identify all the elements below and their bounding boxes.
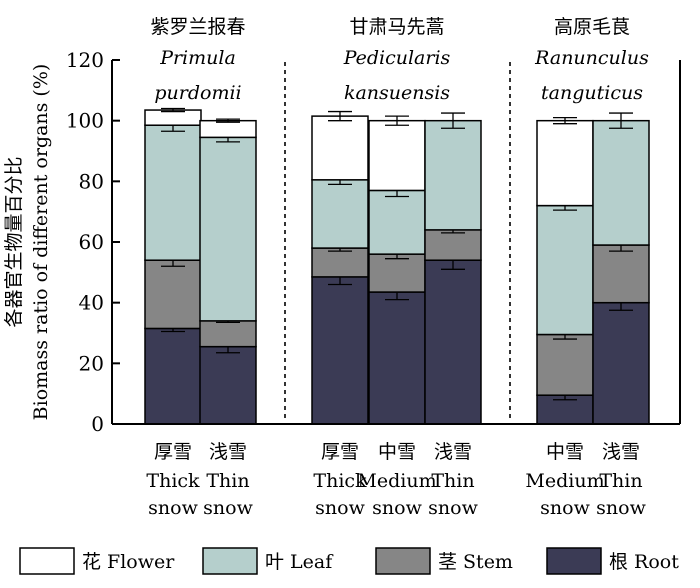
category-label-cn: 浅雪 bbox=[602, 441, 640, 463]
bar-segment-stem bbox=[200, 321, 256, 347]
legend: 花 Flower 叶 Leaf 茎 Stem 根 Root bbox=[20, 548, 679, 574]
y-tick-label: 40 bbox=[79, 291, 104, 315]
bar-segment-root bbox=[145, 328, 201, 424]
category-label-cn: 中雪 bbox=[546, 441, 584, 463]
bar-segment-root bbox=[312, 277, 368, 424]
bar-segment-stem bbox=[593, 245, 649, 303]
y-tick-label: 100 bbox=[66, 109, 104, 133]
legend-label-stem: 茎 Stem bbox=[438, 551, 513, 573]
category-label-en: Thick bbox=[146, 470, 200, 492]
y-axis-title-cn: 各器官生物量百分比 bbox=[3, 156, 25, 327]
legend-swatch-root bbox=[547, 548, 601, 574]
bar-segment-leaf bbox=[369, 190, 425, 254]
category-label-en: Medium bbox=[525, 470, 604, 492]
legend-label-root: 根 Root bbox=[609, 551, 679, 573]
category-label-en: Thin bbox=[431, 470, 474, 492]
category-label-en: Thin bbox=[206, 470, 249, 492]
bar-segment-root bbox=[425, 260, 481, 424]
legend-swatch-stem bbox=[376, 548, 430, 574]
bar-segment-leaf bbox=[537, 206, 593, 335]
bar-segment-flower bbox=[369, 121, 425, 191]
legend-label-flower: 花 Flower bbox=[82, 551, 175, 573]
category-label-en: Thin bbox=[599, 470, 642, 492]
species-name-cn: 紫罗兰报春 bbox=[150, 16, 245, 38]
bar-segment-stem bbox=[312, 248, 368, 277]
bar-segment-root bbox=[369, 292, 425, 424]
bar-segment-leaf bbox=[425, 121, 481, 230]
bar-segment-stem bbox=[369, 254, 425, 292]
category-label-snow: snow bbox=[540, 497, 590, 519]
category-label-cn: 厚雪 bbox=[154, 441, 192, 463]
bars-layer bbox=[145, 109, 649, 424]
bar-segment-flower bbox=[537, 121, 593, 206]
biomass-chart: 厚雪Thicksnow浅雪Thinsnow紫罗兰报春Primulapurdomi… bbox=[0, 0, 700, 588]
bar-segment-flower bbox=[312, 116, 368, 180]
species-name-latin: kansuensis bbox=[344, 82, 450, 104]
category-label-snow: snow bbox=[372, 497, 422, 519]
species-name-cn: 甘肃马先蒿 bbox=[349, 16, 444, 38]
species-name-latin: tanguticus bbox=[541, 82, 643, 104]
y-axis-title-en: Biomass ratio of different organs (%) bbox=[30, 64, 52, 421]
bar-segment-root bbox=[200, 347, 256, 424]
bar-segment-flower bbox=[200, 121, 256, 138]
bar-segment-stem bbox=[425, 230, 481, 260]
species-name-latin: purdomii bbox=[154, 82, 241, 104]
category-label-snow: snow bbox=[315, 497, 365, 519]
species-name-latin: Primula bbox=[159, 47, 236, 69]
bar-segment-leaf bbox=[145, 125, 201, 260]
bar-segment-leaf bbox=[200, 137, 256, 321]
legend-swatch-leaf bbox=[203, 548, 257, 574]
y-tick-label: 20 bbox=[79, 351, 104, 375]
category-label-snow: snow bbox=[428, 497, 478, 519]
category-label-snow: snow bbox=[203, 497, 253, 519]
category-label-snow: snow bbox=[148, 497, 198, 519]
y-tick-label: 60 bbox=[79, 230, 104, 254]
category-label-cn: 浅雪 bbox=[209, 441, 247, 463]
legend-label-leaf: 叶 Leaf bbox=[265, 551, 334, 573]
y-tick-label: 0 bbox=[91, 412, 104, 436]
category-label-cn: 浅雪 bbox=[434, 441, 472, 463]
category-label-en: Medium bbox=[357, 470, 436, 492]
species-name-cn: 高原毛茛 bbox=[554, 16, 630, 38]
category-label-cn: 厚雪 bbox=[321, 441, 359, 463]
category-label-snow: snow bbox=[596, 497, 646, 519]
category-label-cn: 中雪 bbox=[378, 441, 416, 463]
bar-segment-leaf bbox=[593, 121, 649, 245]
y-tick-label: 120 bbox=[66, 48, 104, 72]
bar-segment-stem bbox=[145, 260, 201, 328]
species-name-latin: Pedicularis bbox=[343, 47, 451, 69]
species-name-latin: Ranunculus bbox=[534, 47, 649, 69]
bar-segment-root bbox=[593, 303, 649, 424]
bar-segment-flower bbox=[145, 110, 201, 125]
bar-segment-leaf bbox=[312, 180, 368, 248]
legend-swatch-flower bbox=[20, 548, 74, 574]
bar-segment-stem bbox=[537, 335, 593, 396]
y-tick-label: 80 bbox=[79, 169, 104, 193]
